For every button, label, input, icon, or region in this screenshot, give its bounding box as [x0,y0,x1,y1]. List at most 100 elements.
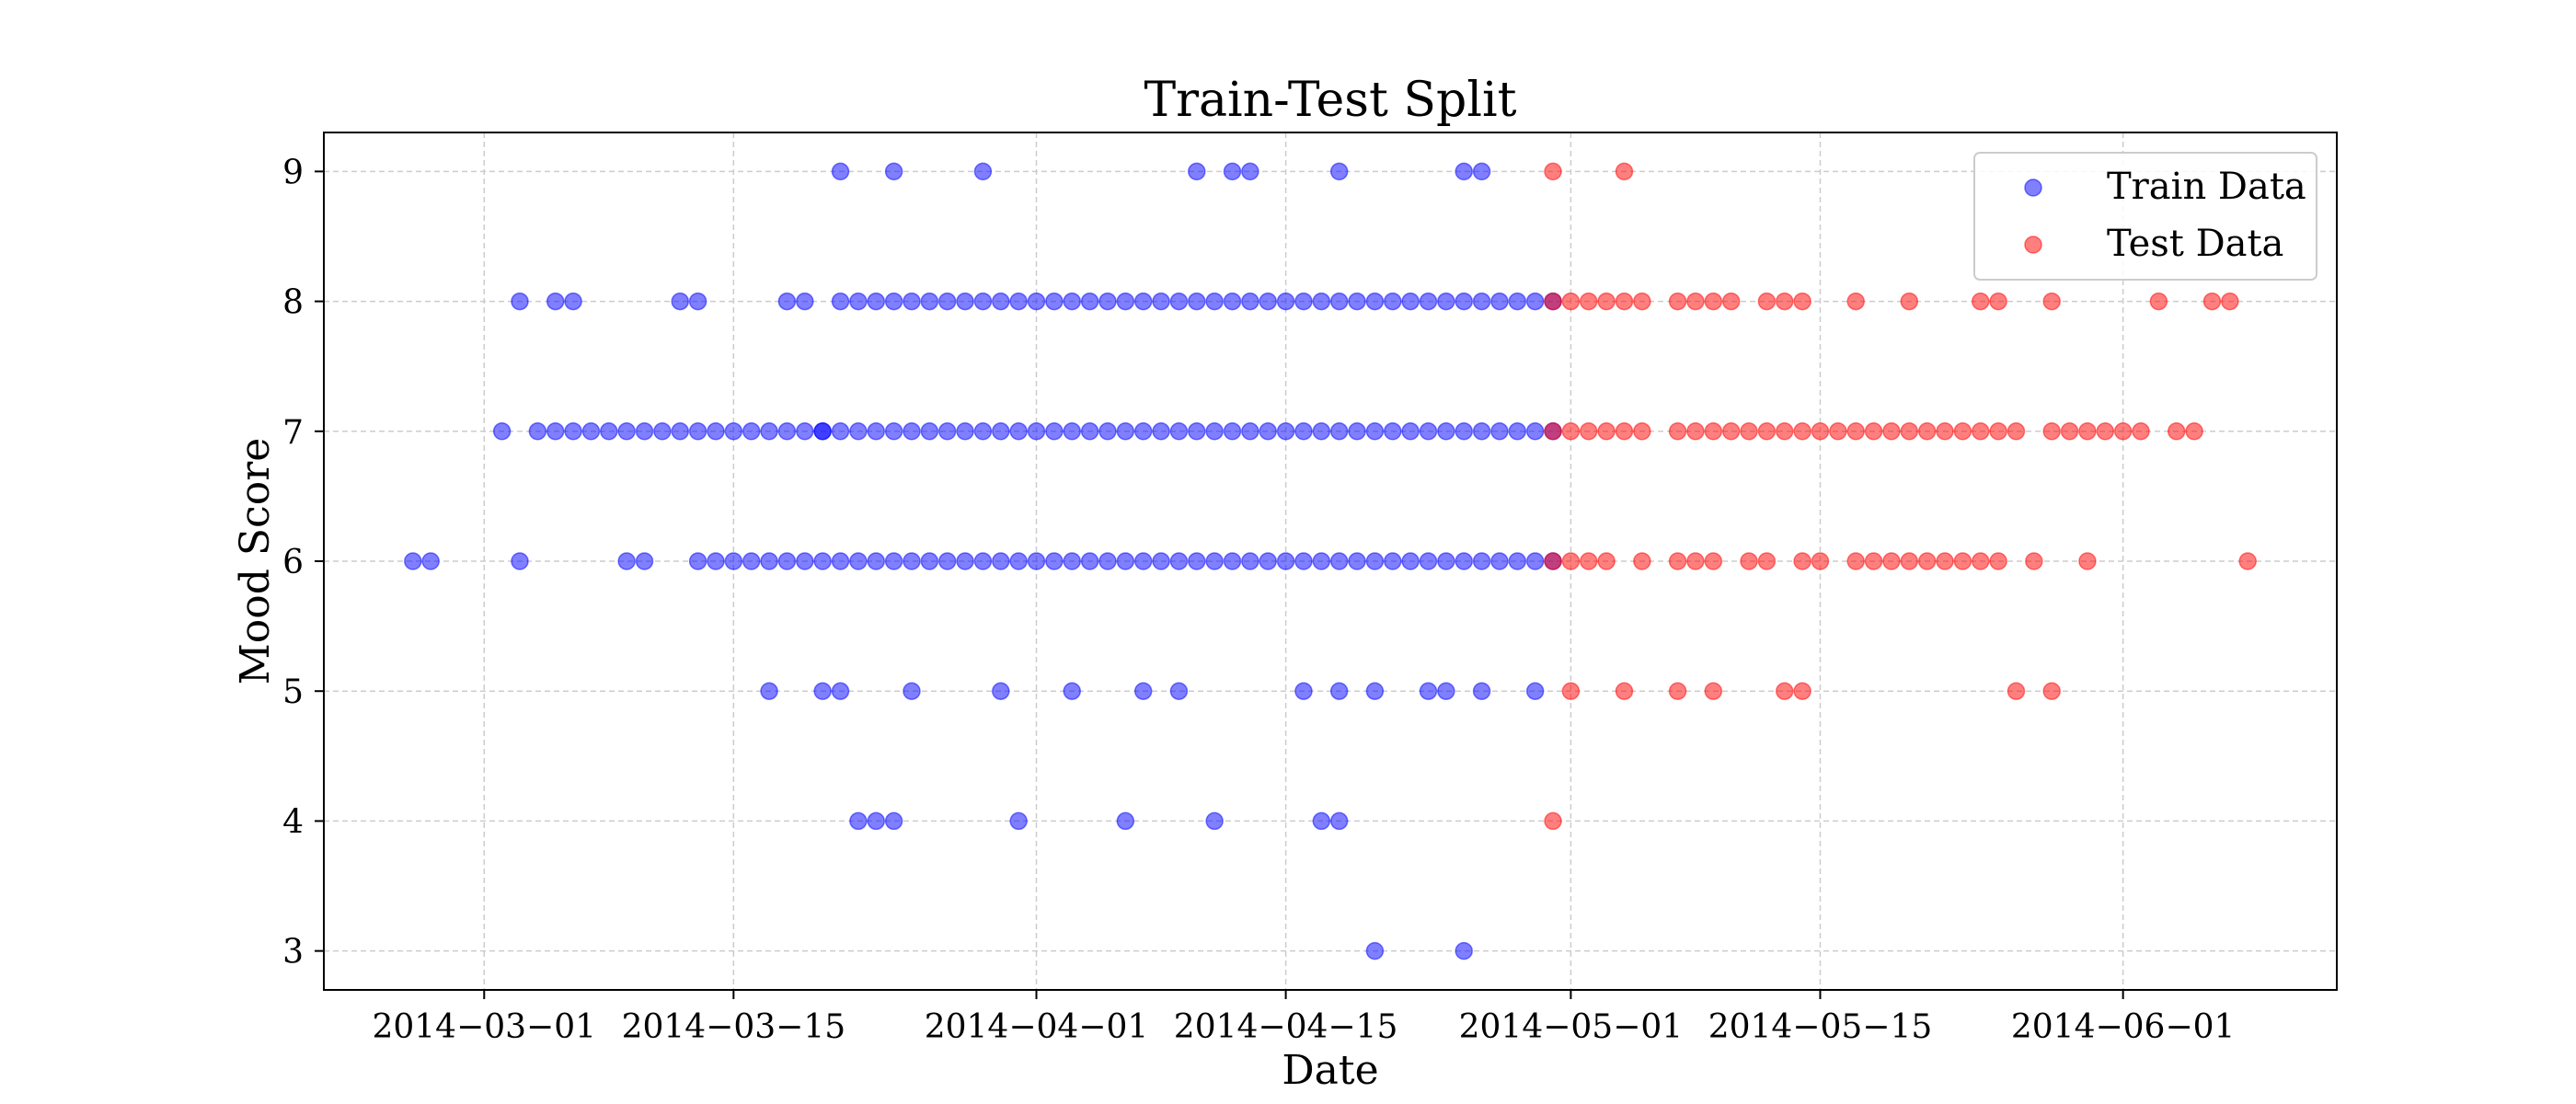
data-point [1152,292,1170,311]
data-point [1953,552,1972,570]
data-point [849,292,868,311]
data-point [1312,811,1331,831]
data-point [973,552,993,570]
data-point [635,422,654,441]
data-point [1098,552,1117,570]
data-point [1472,292,1491,311]
data-point [796,292,814,311]
data-point [1525,422,1545,441]
data-point [1455,162,1473,181]
data-point [1615,292,1634,311]
data-point [528,422,547,441]
data-point [742,422,761,441]
data-point [937,422,957,441]
data-point [1241,422,1259,441]
data-point [1668,682,1687,700]
data-point [1580,422,1598,441]
data-point [867,292,885,311]
data-point [1508,292,1527,311]
data-point [992,422,1010,441]
data-point [1009,292,1028,311]
data-point [1615,162,1634,181]
data-point [1776,682,1794,700]
data-point [1080,292,1099,311]
data-point [1793,552,1811,570]
data-point [1882,552,1901,570]
data-point [813,552,832,570]
data-point [1686,292,1705,311]
data-point [1740,552,1758,570]
data-point [635,552,654,570]
data-point [1686,552,1705,570]
data-point [777,422,797,441]
data-point [1900,552,1919,570]
data-point [1846,422,1865,441]
data-point [813,422,832,441]
data-point [511,552,529,570]
data-point [2007,422,2026,441]
data-point [2113,422,2133,441]
data-point [1508,422,1527,441]
data-point [617,422,636,441]
data-point [1419,682,1438,700]
data-point [1045,552,1064,570]
data-point [1455,941,1473,960]
legend-marker-test [2024,236,2042,254]
data-point [2096,422,2115,441]
data-point [1971,552,1990,570]
data-point [1989,292,2007,311]
data-point [492,422,512,441]
x-tick-label: 2014−04−15 [1174,1008,1398,1046]
data-point [1704,422,1723,441]
data-point [1401,292,1420,311]
data-point [1686,422,1705,441]
data-point [1223,292,1242,311]
data-point [2149,292,2168,311]
data-point [1544,422,1562,441]
data-point [1455,292,1473,311]
data-point [1133,292,1153,311]
data-point [1455,552,1473,570]
data-point [884,552,903,570]
data-point [600,422,618,441]
data-point [956,292,974,311]
data-point [1561,552,1581,570]
data-point [1241,292,1259,311]
data-point [831,162,850,181]
axis-ticks: 2014−03−01 2014−03−15 2014−04−01 2014−04−15… [282,154,2235,1046]
data-point [884,162,903,181]
data-point [1882,422,1901,441]
data-point [1365,422,1385,441]
data-point [1508,552,1527,570]
data-point [1401,552,1420,570]
data-point [546,422,565,441]
data-point [1490,552,1509,570]
data-point [1329,811,1349,831]
legend-label-train: Train Data [2107,166,2306,208]
data-point [1009,811,1028,831]
data-point [1384,552,1402,570]
data-point [2007,682,2026,700]
legend-marker-train [2024,178,2042,197]
data-point [1668,552,1687,570]
data-point [1259,552,1277,570]
data-point [1544,552,1562,570]
data-point [1116,811,1135,831]
data-point [1312,422,1331,441]
data-point [1740,422,1758,441]
data-point [2167,422,2186,441]
data-point [581,422,601,441]
data-point [1776,422,1794,441]
data-point [1384,292,1402,311]
data-point [707,552,725,570]
data-point [1205,422,1224,441]
data-point [2202,292,2222,311]
data-point [1188,552,1206,570]
data-point [867,811,885,831]
data-point [903,682,921,700]
y-axis-label: Mood Score [232,438,279,685]
data-point [1846,552,1865,570]
data-point [1169,292,1189,311]
data-point [688,422,707,441]
data-point [2185,422,2203,441]
